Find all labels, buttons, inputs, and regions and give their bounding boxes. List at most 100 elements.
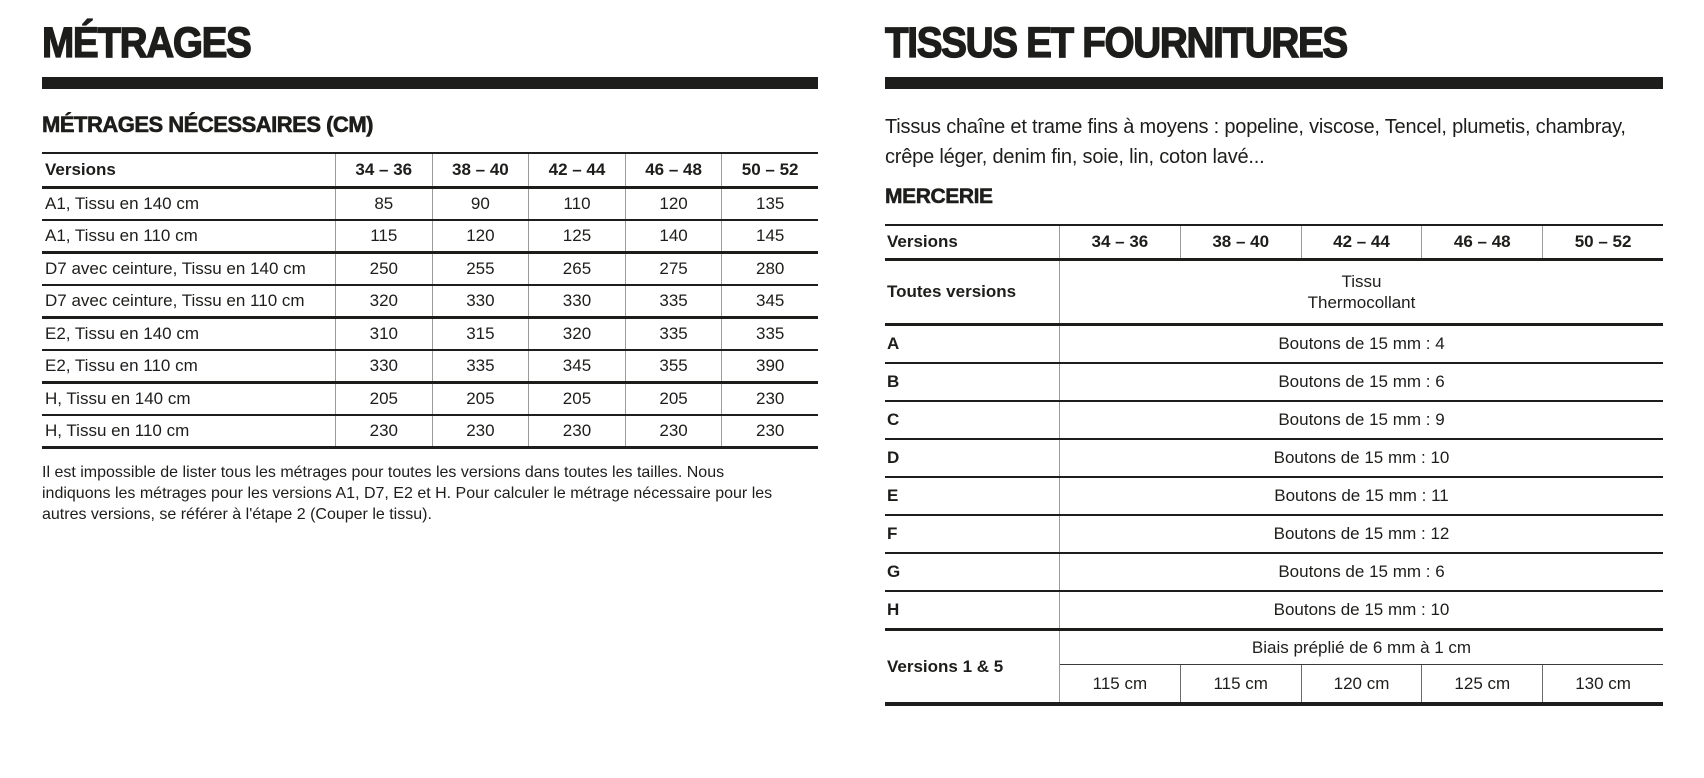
row-label: E bbox=[887, 486, 899, 505]
value-cell: 335 bbox=[624, 319, 722, 349]
row-label: H bbox=[887, 600, 900, 619]
table-row-version-d: D Boutons de 15 mm : 10 bbox=[885, 440, 1663, 478]
table-row-d7-140: D7 avec ceinture, Tissu en 140 cm 250 25… bbox=[42, 254, 818, 286]
buttons-value: Boutons de 15 mm : 10 bbox=[1059, 592, 1663, 628]
metrages-table: Versions 34 – 36 38 – 40 42 – 44 46 – 48… bbox=[42, 152, 818, 449]
value-cell: 230 bbox=[721, 416, 818, 446]
value-cell: 345 bbox=[721, 286, 818, 316]
buttons-value: Boutons de 15 mm : 6 bbox=[1059, 554, 1663, 590]
value-cell: 275 bbox=[624, 254, 722, 284]
value-cell: 230 bbox=[528, 416, 625, 446]
biais-width-cell: 115 cm bbox=[1092, 673, 1148, 693]
table-row-version-f: F Boutons de 15 mm : 12 bbox=[885, 516, 1663, 554]
header-size-42-44: 42 – 44 bbox=[1300, 226, 1422, 258]
biais-width-cell: 130 cm bbox=[1542, 665, 1663, 702]
metrages-divider-bar bbox=[42, 77, 818, 89]
table-row-e2-110: E2, Tissu en 110 cm 330 335 345 355 390 bbox=[42, 351, 818, 384]
value-cell: 230 bbox=[624, 416, 722, 446]
value-cell: 90 bbox=[431, 189, 529, 219]
value-cell: 330 bbox=[431, 286, 529, 316]
table-row-h-140: H, Tissu en 140 cm 205 205 205 205 230 bbox=[42, 384, 818, 416]
table-row-version-b: B Boutons de 15 mm : 6 bbox=[885, 364, 1663, 402]
header-size-46-48: 46 – 48 bbox=[1421, 226, 1542, 258]
value-cell: 335 bbox=[624, 286, 722, 316]
table-row-version-e: E Boutons de 15 mm : 11 bbox=[885, 478, 1663, 516]
value-cell: 230 bbox=[721, 384, 818, 414]
value-cell: 85 bbox=[335, 189, 432, 219]
header-size-50-52: 50 – 52 bbox=[1542, 226, 1663, 258]
value-cell: 125 bbox=[528, 221, 625, 251]
value-cell: 115 bbox=[335, 221, 432, 251]
row-label: C bbox=[887, 410, 900, 429]
value-cell: 330 bbox=[528, 286, 625, 316]
value-cell: 120 bbox=[624, 189, 722, 219]
buttons-value: Boutons de 15 mm : 11 bbox=[1059, 478, 1663, 514]
mercerie-subtitle: MERCERIE bbox=[885, 185, 994, 209]
table-row-version-a: A Boutons de 15 mm : 4 bbox=[885, 326, 1663, 364]
row-label: H, Tissu en 110 cm bbox=[45, 421, 190, 440]
value-cell: 205 bbox=[335, 384, 432, 414]
table-row-version-c: C Boutons de 15 mm : 9 bbox=[885, 402, 1663, 440]
row-label: A1, Tissu en 110 cm bbox=[45, 226, 198, 245]
header-size-42-44: 42 – 44 bbox=[528, 154, 625, 186]
buttons-value: Boutons de 15 mm : 6 bbox=[1059, 364, 1663, 400]
tissus-fournitures-section: TISSUS ET FOURNITURES Tissus chaîne et t… bbox=[884, 0, 1663, 706]
header-size-34-36: 34 – 36 bbox=[1059, 226, 1180, 258]
value-cell: 315 bbox=[431, 319, 529, 349]
value-cell: 355 bbox=[624, 351, 722, 381]
header-size-46-48: 46 – 48 bbox=[624, 154, 722, 186]
value-cell: 320 bbox=[528, 319, 625, 349]
value-cell: 205 bbox=[528, 384, 625, 414]
row-label: D bbox=[887, 448, 900, 467]
value-cell: 255 bbox=[431, 254, 529, 284]
buttons-value: Boutons de 15 mm : 12 bbox=[1059, 516, 1663, 552]
biais-width-cell: 125 cm bbox=[1421, 665, 1542, 702]
table-row-e2-140: E2, Tissu en 140 cm 310 315 320 335 335 bbox=[42, 319, 818, 351]
header-versions: Versions bbox=[45, 160, 116, 179]
table-row-h-110: H, Tissu en 110 cm 230 230 230 230 230 bbox=[42, 416, 818, 449]
buttons-value: Boutons de 15 mm : 10 bbox=[1059, 440, 1663, 476]
header-size-34-36: 34 – 36 bbox=[335, 154, 432, 186]
value-cell: 345 bbox=[528, 351, 625, 381]
tissus-title: TISSUS ET FOURNITURES bbox=[884, 19, 1348, 67]
row-label: E2, Tissu en 110 cm bbox=[45, 356, 198, 375]
biais-widths-row: 115 cm 115 cm 120 cm 125 cm 130 cm bbox=[1060, 665, 1663, 702]
value-cell: 265 bbox=[528, 254, 625, 284]
thermocollant-line: Thermocollant bbox=[1307, 293, 1416, 312]
value-cell: 335 bbox=[721, 319, 818, 349]
table-row-toutes-versions: Toutes versions Tissu Thermocollant bbox=[885, 261, 1663, 326]
row-label: E2, Tissu en 140 cm bbox=[45, 324, 200, 343]
buttons-value: Boutons de 15 mm : 4 bbox=[1059, 326, 1663, 362]
table-row-versions-1-5: Versions 1 & 5 Biais préplié de 6 mm à 1… bbox=[885, 631, 1663, 706]
toutes-versions-value: Tissu Thermocollant bbox=[1059, 261, 1663, 323]
mercerie-header-row: Versions 34 – 36 38 – 40 42 – 44 46 – 48… bbox=[885, 226, 1663, 261]
value-cell: 205 bbox=[624, 384, 722, 414]
value-cell: 205 bbox=[431, 384, 529, 414]
mercerie-table: Versions 34 – 36 38 – 40 42 – 44 46 – 48… bbox=[885, 224, 1663, 706]
row-label: Toutes versions bbox=[887, 282, 1017, 301]
row-label: Versions 1 & 5 bbox=[887, 656, 1004, 676]
row-label: B bbox=[887, 372, 900, 391]
tissu-line: Tissu bbox=[1341, 272, 1382, 291]
header-size-50-52: 50 – 52 bbox=[721, 154, 818, 186]
value-cell: 230 bbox=[431, 416, 529, 446]
value-cell: 135 bbox=[721, 189, 818, 219]
row-label: A bbox=[887, 334, 900, 353]
table-row-version-g: G Boutons de 15 mm : 6 bbox=[885, 554, 1663, 592]
value-cell: 140 bbox=[624, 221, 722, 251]
metrages-header-row: Versions 34 – 36 38 – 40 42 – 44 46 – 48… bbox=[42, 154, 818, 189]
tissus-divider-bar bbox=[885, 77, 1663, 89]
row-label: D7 avec ceinture, Tissu en 140 cm bbox=[45, 259, 306, 278]
metrages-title: MÉTRAGES bbox=[41, 19, 252, 67]
header-versions: Versions bbox=[887, 232, 958, 251]
metrages-note: Il est impossible de lister tous les mét… bbox=[42, 464, 773, 523]
value-cell: 120 bbox=[431, 221, 529, 251]
value-cell: 330 bbox=[335, 351, 432, 381]
metrages-necessaires-subtitle: MÉTRAGES NÉCESSAIRES (CM) bbox=[42, 112, 374, 138]
table-row-a1-110: A1, Tissu en 110 cm 115 120 125 140 145 bbox=[42, 221, 818, 254]
header-size-38-40: 38 – 40 bbox=[431, 154, 529, 186]
row-label: H, Tissu en 140 cm bbox=[45, 389, 191, 408]
buttons-value: Boutons de 15 mm : 9 bbox=[1059, 402, 1663, 438]
value-cell: 335 bbox=[431, 351, 529, 381]
value-cell: 145 bbox=[721, 221, 818, 251]
